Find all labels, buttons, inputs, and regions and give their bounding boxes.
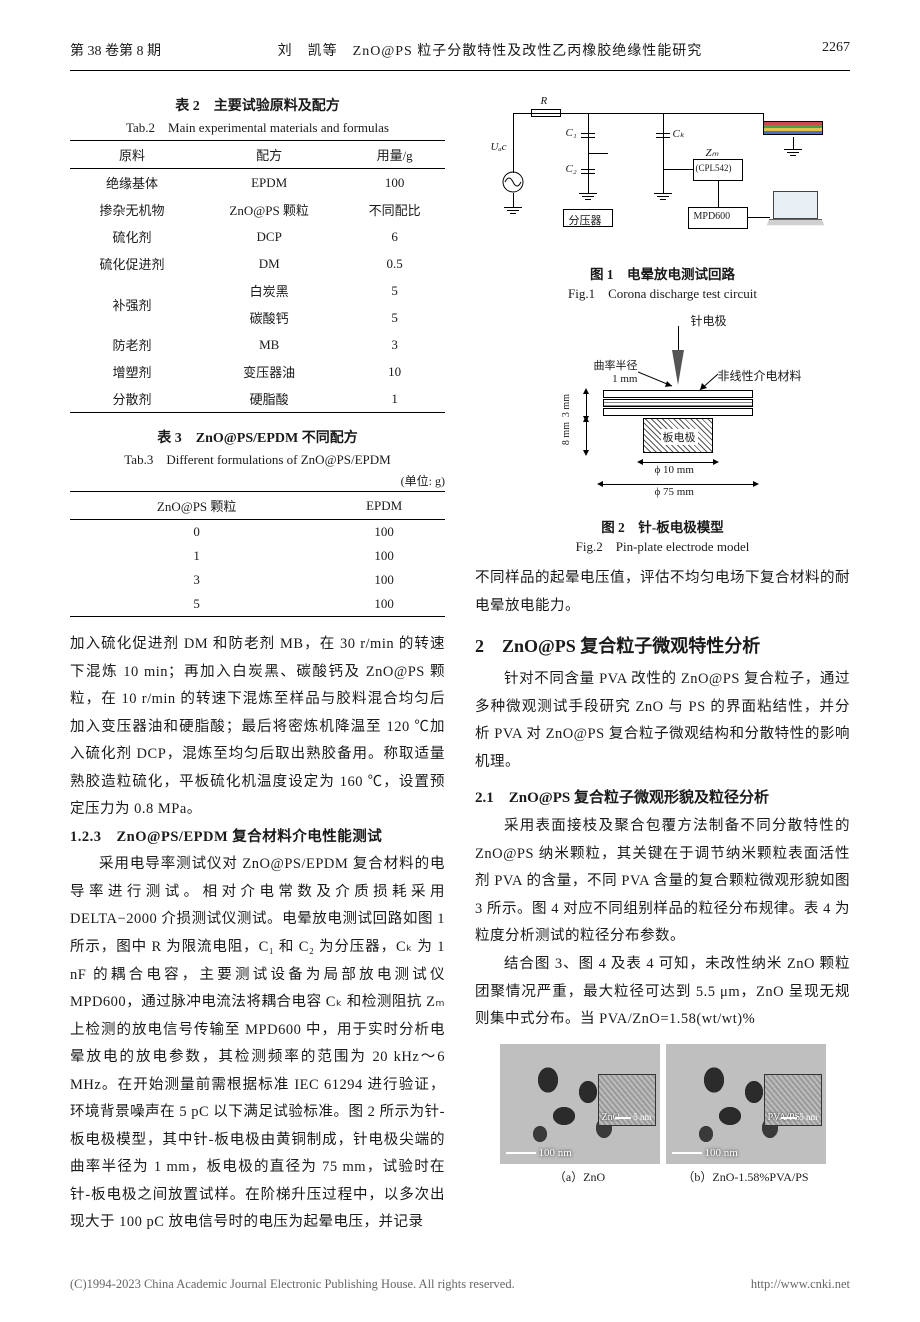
right-continuation: 不同样品的起晕电压值，评估不均匀电场下复合材料的耐电晕放电能力。 xyxy=(475,565,850,620)
table2-r: 0.5 xyxy=(344,250,445,277)
page-footer: (C)1994-2023 China Academic Journal Elec… xyxy=(70,1277,850,1292)
fig2-d10: ϕ 10 mm xyxy=(655,464,694,476)
table2-r: 掺杂无机物 xyxy=(70,196,194,223)
table3-r: 5 xyxy=(70,592,323,617)
micrograph-a: ZnO 5 nm 100 nm xyxy=(500,1044,660,1164)
fig1-divider: 分压器 xyxy=(569,212,602,228)
table2-r: 硬脂酸 xyxy=(194,385,344,413)
fig1-c1: C₁ xyxy=(566,127,577,139)
table2-r: EPDM xyxy=(194,169,344,197)
micro-a-scale: 100 nm xyxy=(539,1147,572,1159)
table2-r: 硫化剂 xyxy=(70,223,194,250)
fig1-zm: Zₘ xyxy=(706,146,719,159)
micrograph-b: PVA/PS 5 nm 100 nm xyxy=(666,1044,826,1164)
section-2-heading: 2 ZnO@PS 复合粒子微观特性分析 xyxy=(475,632,850,658)
fig2-radius: 曲率半径 1 mm xyxy=(568,357,638,385)
page-header: 第 38 卷第 8 期 刘 凯等 ZnO@PS 粒子分散特性及改性乙丙橡胶绝缘性… xyxy=(70,40,850,71)
issue-label: 第 38 卷第 8 期 xyxy=(70,40,190,60)
table2-r: 补强剂 xyxy=(70,277,194,331)
table3-r: 100 xyxy=(323,592,445,617)
table2-h2: 用量/g xyxy=(344,141,445,169)
table2-caption-zh: 表 2 主要试验原料及配方 xyxy=(70,95,445,115)
fig2-needle-label: 针电极 xyxy=(691,312,727,329)
table3-r: 100 xyxy=(323,544,445,568)
fig1-r: R xyxy=(541,95,548,107)
table2-h0: 原料 xyxy=(70,141,194,169)
table3-caption-zh: 表 3 ZnO@PS/EPDM 不同配方 xyxy=(70,427,445,447)
subheading-123: 1.2.3 ZnO@PS/EPDM 复合材料介电性能测试 xyxy=(70,824,445,852)
table2-r: MB xyxy=(194,331,344,358)
right-column: Uₐc R C₁ C₂ 分压器 xyxy=(475,91,850,1237)
table2-caption-en: Tab.2 Main experimental materials and fo… xyxy=(70,117,445,136)
left-paragraph-2: 采用电导率测试仪对 ZnO@PS/EPDM 复合材料的电导率进行测试。相对介电常… xyxy=(70,851,445,1237)
figure-1: Uₐc R C₁ C₂ 分压器 xyxy=(475,99,850,302)
table2-r: 硫化促进剂 xyxy=(70,250,194,277)
table3-unit: (单位: g) xyxy=(70,472,445,489)
section-21-heading: 2.1 ZnO@PS 复合粒子微观形貌及粒径分析 xyxy=(475,786,850,807)
fig1-caption-en: Fig.1 Corona discharge test circuit xyxy=(475,283,850,302)
figure-2: 针电极 曲率半径 1 mm 非线性介电材料 板电极 3 mm xyxy=(475,312,850,555)
micro-b-inset-scale: 5 nm xyxy=(799,1112,817,1122)
table2-r: 碳酸钙 xyxy=(194,304,344,331)
table2-r: 10 xyxy=(344,358,445,385)
fig1-ck: Cₖ xyxy=(673,127,685,140)
fig1-uac: Uₐc xyxy=(491,141,507,153)
page-number: 2267 xyxy=(790,40,850,60)
table2-r: 防老剂 xyxy=(70,331,194,358)
table2-r: 分散剂 xyxy=(70,385,194,413)
table3-h0: ZnO@PS 颗粒 xyxy=(70,492,323,520)
table3-r: 3 xyxy=(70,568,323,592)
fig1-cpl: (CPL542) xyxy=(696,163,732,173)
table3-r: 100 xyxy=(323,568,445,592)
fig2-d75: ϕ 75 mm xyxy=(655,486,694,498)
table2-r: DCP xyxy=(194,223,344,250)
table2-r: 5 xyxy=(344,277,445,304)
fig2-caption-zh: 图 2 针-板电极模型 xyxy=(475,516,850,536)
right-p1: 针对不同含量 PVA 改性的 ZnO@PS 复合粒子，通过多种微观测试手段研究 … xyxy=(475,666,850,776)
left-column: 表 2 主要试验原料及配方 Tab.2 Main experimental ma… xyxy=(70,91,445,1237)
figure-3: ZnO 5 nm 100 nm PVA/PS 5 nm 100 nm xyxy=(475,1044,850,1164)
fig2-d3: 3 mm xyxy=(561,394,572,417)
table3-r: 100 xyxy=(323,520,445,545)
fig2-material: 非线性介电材料 xyxy=(718,367,802,384)
running-title: 刘 凯等 ZnO@PS 粒子分散特性及改性乙丙橡胶绝缘性能研究 xyxy=(190,40,790,60)
left-paragraph-1: 加入硫化促进剂 DM 和防老剂 MB，在 30 r/min 的转速下混炼 10 … xyxy=(70,631,445,824)
footer-url: http://www.cnki.net xyxy=(751,1277,850,1292)
table2-r: 白炭黑 xyxy=(194,277,344,304)
footer-copyright: (C)1994-2023 China Academic Journal Elec… xyxy=(70,1277,515,1292)
micro-a-sub: （a）ZnO xyxy=(500,1168,660,1185)
fig2-d8: 8 mm xyxy=(561,422,572,445)
table2-h1: 配方 xyxy=(194,141,344,169)
table2-r: 100 xyxy=(344,169,445,197)
micro-b-sub: （b）ZnO-1.58%PVA/PS xyxy=(666,1168,826,1185)
table3-r: 1 xyxy=(70,544,323,568)
table2-r: 1 xyxy=(344,385,445,413)
table2-r: 增塑剂 xyxy=(70,358,194,385)
table2-r: 6 xyxy=(344,223,445,250)
table2-r: 3 xyxy=(344,331,445,358)
fig1-caption-zh: 图 1 电晕放电测试回路 xyxy=(475,263,850,283)
table2: 原料 配方 用量/g 绝缘基体EPDM100 掺杂无机物ZnO@PS 颗粒不同配… xyxy=(70,140,445,413)
table2-r: 变压器油 xyxy=(194,358,344,385)
table3-r: 0 xyxy=(70,520,323,545)
table2-r: 5 xyxy=(344,304,445,331)
micro-b-scale: 100 nm xyxy=(705,1147,738,1159)
fig2-plate: 板电极 xyxy=(661,429,698,445)
table3: ZnO@PS 颗粒 EPDM 0100 1100 3100 5100 xyxy=(70,491,445,617)
right-p3: 结合图 3、图 4 及表 4 可知，未改性纳米 ZnO 颗粒团聚情况严重，最大粒… xyxy=(475,951,850,1034)
table2-r: DM xyxy=(194,250,344,277)
fig1-c2: C₂ xyxy=(566,163,577,175)
table2-r: ZnO@PS 颗粒 xyxy=(194,196,344,223)
table2-r: 不同配比 xyxy=(344,196,445,223)
micro-a-inset-scale: 5 nm xyxy=(633,1112,651,1122)
table2-r: 绝缘基体 xyxy=(70,169,194,197)
fig2-caption-en: Fig.2 Pin-plate electrode model xyxy=(475,536,850,555)
table3-h1: EPDM xyxy=(323,492,445,520)
right-p2: 采用表面接枝及聚合包覆方法制备不同分散特性的 ZnO@PS 纳米颗粒，其关键在于… xyxy=(475,813,850,951)
table3-caption-en: Tab.3 Different formulations of ZnO@PS/E… xyxy=(70,449,445,468)
fig1-mpd: MPD600 xyxy=(694,211,731,222)
